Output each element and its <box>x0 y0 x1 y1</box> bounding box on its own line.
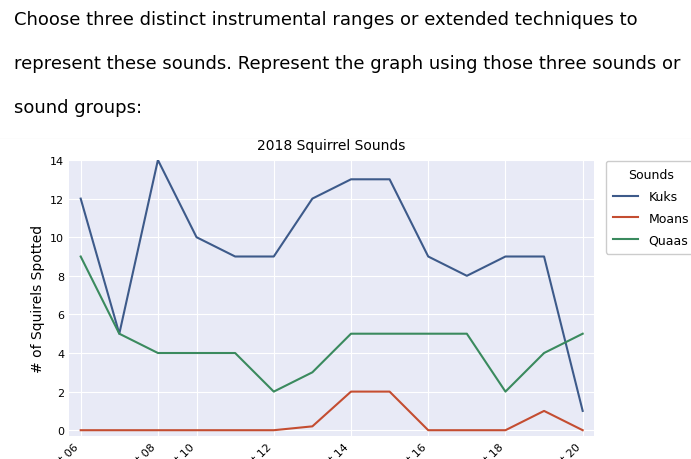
Quaas <box>540 351 548 356</box>
Moans <box>501 427 509 433</box>
Moans <box>269 427 278 433</box>
Quaas <box>347 331 355 337</box>
Quaas <box>154 351 162 356</box>
Quaas <box>501 389 509 394</box>
Quaas <box>231 351 239 356</box>
Kuks <box>463 274 471 279</box>
Moans <box>154 427 162 433</box>
Moans <box>308 424 316 429</box>
Kuks <box>424 254 433 260</box>
Quaas <box>269 389 278 394</box>
Quaas <box>578 331 587 337</box>
Quaas <box>386 331 394 337</box>
Moans <box>540 408 548 414</box>
Kuks <box>115 331 124 337</box>
Moans <box>347 389 355 394</box>
Text: Choose three distinct instrumental ranges or extended techniques to: Choose three distinct instrumental range… <box>14 11 637 29</box>
Line: Quaas: Quaas <box>81 257 583 392</box>
Y-axis label: # of Squirels Spotted: # of Squirels Spotted <box>30 224 44 372</box>
Kuks <box>77 196 85 202</box>
Moans <box>578 427 587 433</box>
Quaas <box>308 370 316 375</box>
Kuks <box>192 235 200 241</box>
Kuks <box>231 254 239 260</box>
Kuks <box>347 177 355 183</box>
Text: sound groups:: sound groups: <box>14 99 142 117</box>
Quaas <box>463 331 471 337</box>
Quaas <box>77 254 85 260</box>
Moans <box>424 427 433 433</box>
Kuks <box>154 158 162 163</box>
Legend: Kuks, Moans, Quaas: Kuks, Moans, Quaas <box>606 162 691 254</box>
Kuks <box>501 254 509 260</box>
Kuks <box>269 254 278 260</box>
Title: 2018 Squirrel Sounds: 2018 Squirrel Sounds <box>258 139 406 152</box>
Kuks <box>540 254 548 260</box>
Text: represent these sounds. Represent the graph using those three sounds or: represent these sounds. Represent the gr… <box>14 55 680 73</box>
Moans <box>463 427 471 433</box>
Quaas <box>424 331 433 337</box>
Line: Moans: Moans <box>81 392 583 430</box>
Moans <box>231 427 239 433</box>
Kuks <box>308 196 316 202</box>
Quaas <box>192 351 200 356</box>
Moans <box>115 427 124 433</box>
Kuks <box>578 408 587 414</box>
Kuks <box>386 177 394 183</box>
Moans <box>192 427 200 433</box>
Moans <box>386 389 394 394</box>
Line: Kuks: Kuks <box>81 161 583 411</box>
Moans <box>77 427 85 433</box>
Quaas <box>115 331 124 337</box>
